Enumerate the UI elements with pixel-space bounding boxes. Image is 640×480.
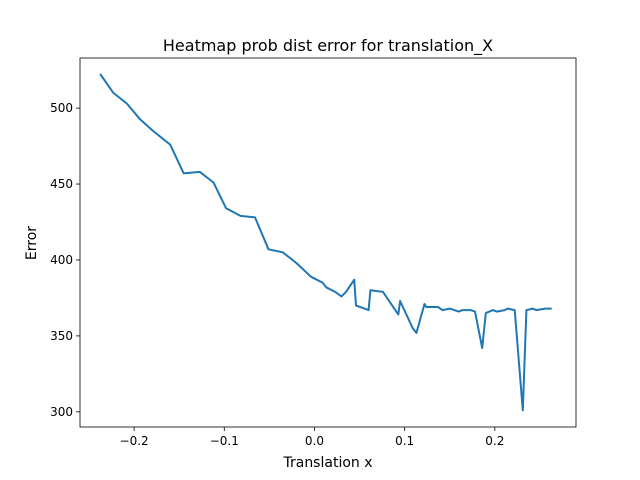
chart-title: Heatmap prob dist error for translation_… (163, 36, 493, 56)
y-tick-label: 350 (50, 329, 73, 343)
y-axis-label: Error (24, 226, 40, 260)
x-tick-label: −0.1 (210, 434, 239, 448)
y-tick-label: 300 (50, 405, 73, 419)
x-tick-label: 0.1 (395, 434, 414, 448)
series-line (99, 73, 552, 412)
x-axis-label: Translation x (282, 455, 372, 471)
y-axis-ticks: 300 350 400 450 500 (50, 101, 80, 419)
x-tick-label: 0.0 (305, 434, 324, 448)
x-axis-ticks: −0.2 −0.1 0.0 0.1 0.2 (120, 427, 504, 448)
x-tick-label: −0.2 (120, 434, 149, 448)
y-tick-label: 500 (50, 101, 73, 115)
y-tick-label: 400 (50, 253, 73, 267)
y-tick-label: 450 (50, 177, 73, 191)
x-tick-label: 0.2 (485, 434, 504, 448)
plot-frame (79, 57, 577, 428)
